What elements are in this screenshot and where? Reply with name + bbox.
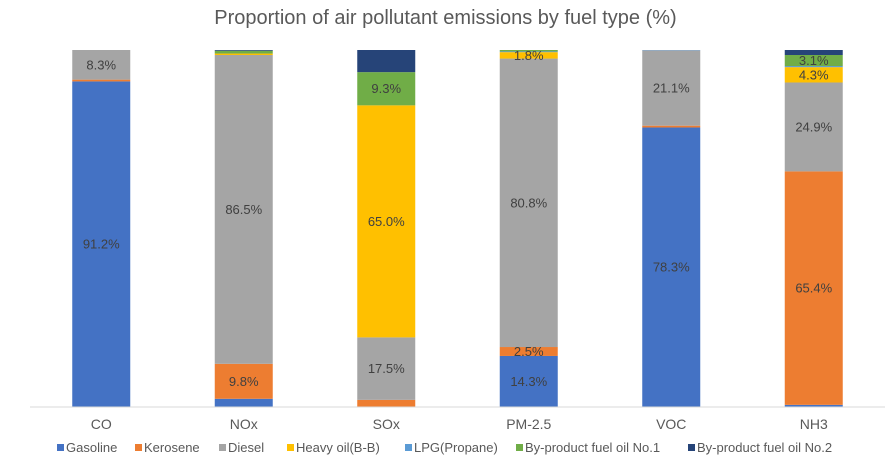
bar-segment-nh3-kerosene	[784, 171, 843, 405]
legend-label-by-product-fuel-oil-no-1: By-product fuel oil No.1	[525, 440, 660, 455]
bar-segment-pm-2-5-lpg-propane	[499, 51, 558, 53]
bar-segment-nox-kerosene	[214, 363, 273, 399]
bar-segment-nh3-by-product-fuel-oil-no-2	[784, 50, 843, 55]
bar-segment-sox-by-product-fuel-oil-no-1	[357, 72, 416, 106]
legend-item-lpg-propane: LPG(Propane)	[405, 440, 498, 455]
legend-item-gasoline: Gasoline	[57, 440, 117, 455]
legend-swatch-by-product-fuel-oil-no-2	[688, 444, 695, 451]
category-label-nh3: NH3	[800, 416, 828, 432]
legend-item-kerosene: Kerosene	[135, 440, 200, 455]
legend-item-by-product-fuel-oil-no-1: By-product fuel oil No.1	[516, 440, 660, 455]
data-label-nh3-diesel: 24.9%	[795, 119, 832, 134]
bar-segment-sox-kerosene	[357, 399, 416, 407]
bar-segment-pm-2-5-heavy-oil-b-b	[499, 52, 558, 59]
data-label-voc-diesel: 21.1%	[653, 81, 690, 96]
legend-item-by-product-fuel-oil-no-2: By-product fuel oil No.2	[688, 440, 832, 455]
data-label-sox-diesel: 17.5%	[368, 361, 405, 376]
legend-label-lpg-propane: LPG(Propane)	[414, 440, 498, 455]
legend-item-heavy-oil-b-b: Heavy oil(B-B)	[287, 440, 380, 455]
bar-segment-nox-by-product-fuel-oil-no-1	[214, 50, 273, 54]
legend-label-by-product-fuel-oil-no-2: By-product fuel oil No.2	[697, 440, 832, 455]
bar-segment-voc-gasoline	[642, 127, 701, 408]
data-labels-layer: 91.2% 8.3% 9.8% 86.5% 17.5% 65.0% 9.3% 14.3% 2.5…	[83, 48, 833, 389]
legend-swatch-gasoline	[57, 444, 64, 451]
bar-segment-pm-2-5-gasoline	[499, 355, 558, 407]
data-label-pm-2-5-heavy-oil-b-b: 1.8%	[514, 48, 544, 63]
bar-segment-nh3-diesel	[784, 82, 843, 172]
bar-segment-nox-by-product-fuel-oil-no-2	[214, 50, 273, 51]
bar-segment-voc-diesel	[642, 50, 701, 126]
data-label-nh3-by-product-fuel-oil-no-1: 3.1%	[799, 53, 829, 68]
bar-segment-nox-diesel	[214, 54, 273, 364]
bar-segment-sox-heavy-oil-b-b	[357, 105, 416, 338]
data-label-co-diesel: 8.3%	[86, 57, 116, 72]
bar-segment-nh3-by-product-fuel-oil-no-1	[784, 54, 843, 67]
data-label-nox-diesel: 86.5%	[225, 202, 262, 217]
data-label-sox-heavy-oil-b-b: 65.0%	[368, 214, 405, 229]
legend-swatch-by-product-fuel-oil-no-1	[516, 444, 523, 451]
data-label-nh3-kerosene: 65.4%	[795, 281, 832, 296]
bar-segment-nh3-lpg-propane	[784, 66, 843, 68]
bar-segment-nox-heavy-oil-b-b	[214, 53, 273, 55]
bars-layer	[72, 50, 843, 408]
category-labels-layer: CO NOx SOx PM-2.5 VOC NH3	[91, 416, 828, 432]
bar-segment-nh3-gasoline	[784, 404, 843, 407]
bar-segment-co-diesel	[72, 50, 131, 80]
data-label-co-gasoline: 91.2%	[83, 237, 120, 252]
data-label-sox-by-product-fuel-oil-no-1: 9.3%	[371, 81, 401, 96]
legend-swatch-heavy-oil-b-b	[287, 444, 294, 451]
legend-item-diesel: Diesel	[219, 440, 264, 455]
category-label-voc: VOC	[656, 416, 686, 432]
category-label-co: CO	[91, 416, 112, 432]
bar-segment-co-kerosene	[72, 79, 131, 82]
legend-label-gasoline: Gasoline	[66, 440, 117, 455]
bar-segment-voc-kerosene	[642, 125, 701, 128]
data-label-pm-2-5-kerosene: 2.5%	[514, 344, 544, 359]
data-label-nh3-heavy-oil-b-b: 4.3%	[799, 67, 829, 82]
bar-segment-pm-2-5-kerosene	[499, 347, 558, 356]
data-label-pm-2-5-gasoline: 14.3%	[510, 374, 547, 389]
legend-label-kerosene: Kerosene	[144, 440, 200, 455]
legend: Gasoline Kerosene Diesel Heavy oil(B-B) LPG(…	[57, 440, 832, 455]
bar-segment-sox-by-product-fuel-oil-no-2	[357, 50, 416, 73]
category-label-nox: NOx	[230, 416, 258, 432]
data-label-voc-gasoline: 78.3%	[653, 260, 690, 275]
bar-segment-pm-2-5-diesel	[499, 58, 558, 348]
data-label-nox-kerosene: 9.8%	[229, 374, 259, 389]
legend-swatch-lpg-propane	[405, 444, 412, 451]
bar-segment-nox-gasoline	[214, 398, 273, 407]
legend-swatch-diesel	[219, 444, 226, 451]
data-label-pm-2-5-diesel: 80.8%	[510, 195, 547, 210]
chart-title: Proportion of air pollutant emissions by…	[214, 7, 676, 29]
legend-label-heavy-oil-b-b: Heavy oil(B-B)	[296, 440, 380, 455]
bar-segment-pm-2-5-by-product-fuel-oil-no-1	[499, 50, 558, 52]
bar-segment-nh3-heavy-oil-b-b	[784, 67, 843, 83]
category-label-pm-2-5: PM-2.5	[506, 416, 551, 432]
category-label-sox: SOx	[373, 416, 400, 432]
legend-label-diesel: Diesel	[228, 440, 264, 455]
legend-swatch-kerosene	[135, 444, 142, 451]
bar-segment-co-gasoline	[72, 81, 131, 407]
bar-segment-sox-diesel	[357, 337, 416, 400]
